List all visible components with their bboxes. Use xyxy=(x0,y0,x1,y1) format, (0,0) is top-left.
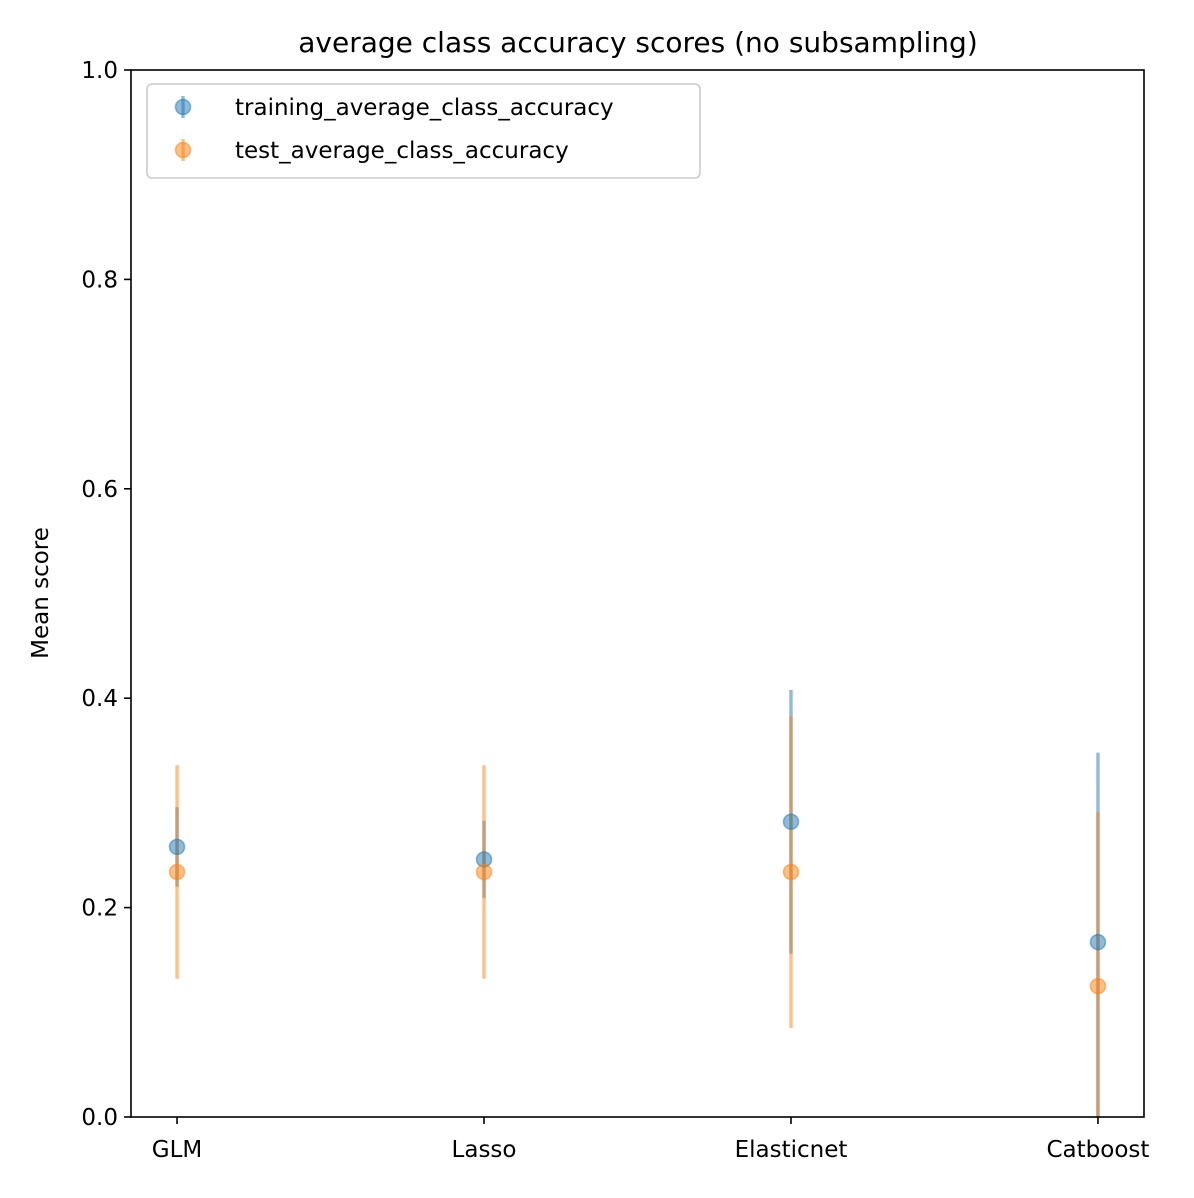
data-point xyxy=(1089,933,1107,951)
legend-frame xyxy=(146,83,701,179)
axes-frame xyxy=(130,69,1145,1118)
y-tick-label: 1.0 xyxy=(81,58,118,84)
y-tick-label: 0.6 xyxy=(81,477,118,503)
legend-marker xyxy=(174,98,192,116)
data-point xyxy=(782,863,800,881)
data-point xyxy=(168,838,186,856)
y-tick-label: 0.2 xyxy=(81,896,118,922)
legend: training_average_class_accuracy test_aver… xyxy=(146,83,701,179)
legend-entries: training_average_class_accuracy test_aver… xyxy=(174,95,614,164)
data-point xyxy=(168,863,186,881)
plot-area: 0.0 0.2 0.4 0.6 0.8 1.0 GLM Lasso Elasticnet Catb… xyxy=(81,58,1149,1163)
x-tick-label: Lasso xyxy=(452,1137,517,1163)
y-tick-label: 0.4 xyxy=(81,686,118,712)
x-tick-label: Elasticnet xyxy=(735,1137,848,1163)
y-tick-label: 0.8 xyxy=(81,267,118,293)
data-point xyxy=(475,863,493,881)
legend-label: training_average_class_accuracy xyxy=(235,95,614,121)
data-point xyxy=(782,813,800,831)
legend-marker xyxy=(174,141,192,159)
x-tick-label: Catboost xyxy=(1046,1137,1149,1163)
legend-label: test_average_class_accuracy xyxy=(235,138,569,164)
chart-title: average class accuracy scores (no subsam… xyxy=(298,26,978,59)
y-tick-label: 0.0 xyxy=(81,1105,118,1131)
x-tick-label: GLM xyxy=(152,1137,202,1163)
data-point xyxy=(1089,977,1107,995)
y-axis-label: Mean score xyxy=(28,527,54,659)
